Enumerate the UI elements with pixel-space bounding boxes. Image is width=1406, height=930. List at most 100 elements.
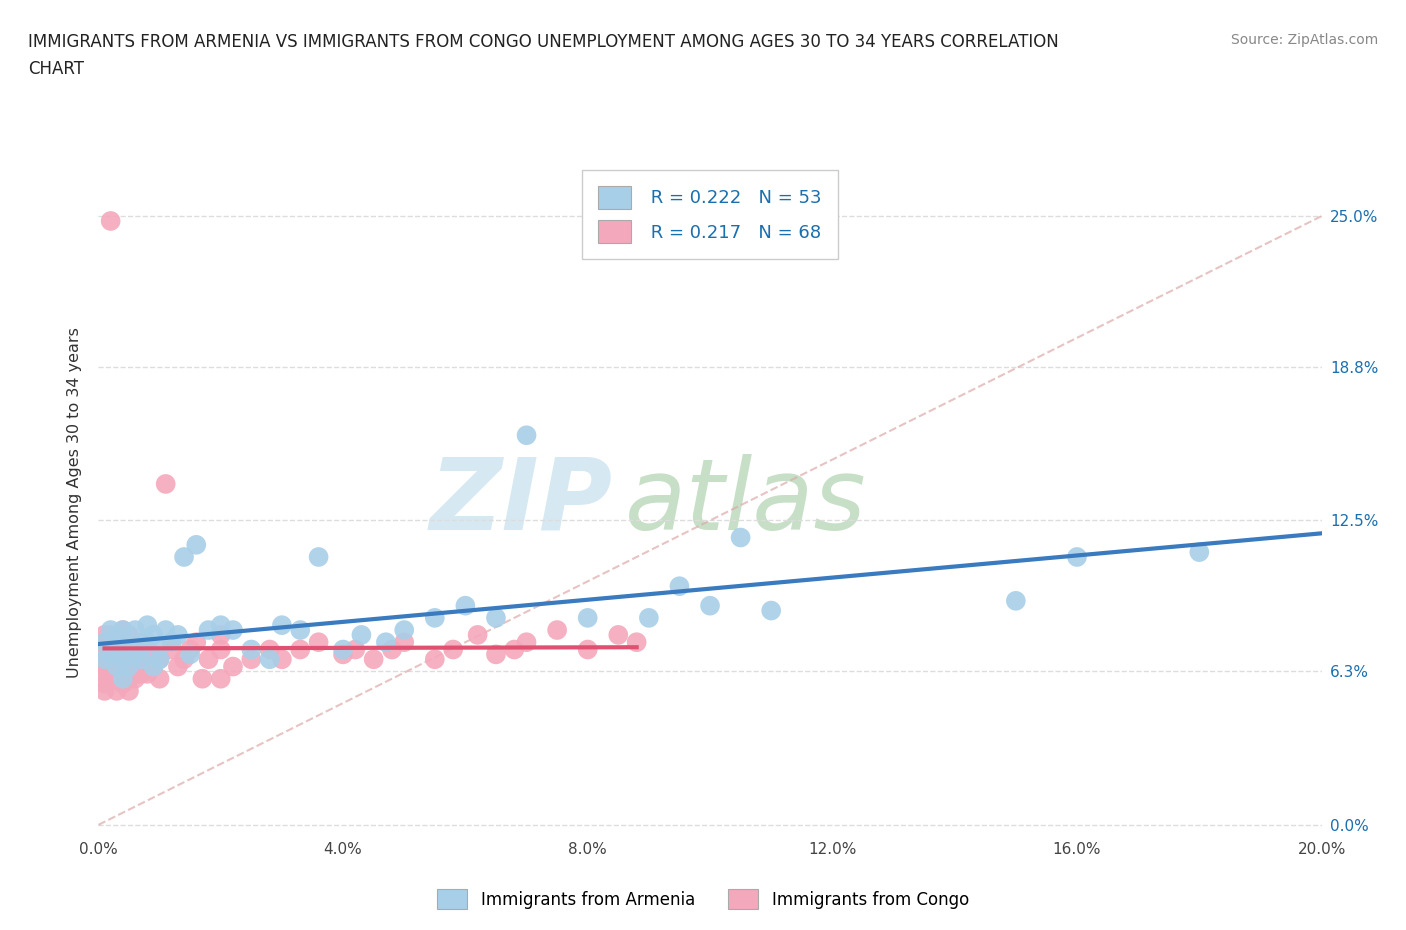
Point [142, 628, 165, 643]
Point [240, 652, 263, 667]
Point [136, 635, 159, 650]
Point [308, 635, 330, 650]
Point [129, 642, 152, 657]
Point [308, 550, 330, 565]
Point [454, 598, 477, 613]
Point [637, 610, 661, 625]
Point [160, 642, 183, 657]
Point [186, 635, 208, 650]
Point [392, 622, 416, 637]
Point [105, 628, 128, 643]
Point [105, 652, 128, 667]
Point [93, 635, 115, 650]
Point [467, 628, 489, 643]
Point [546, 622, 568, 637]
Point [290, 622, 312, 637]
Point [105, 684, 128, 698]
Legend: Immigrants from Armenia, Immigrants from Congo: Immigrants from Armenia, Immigrants from… [429, 881, 977, 917]
Point [136, 667, 159, 682]
Legend:  R = 0.222   N = 53,  R = 0.217   N = 68: R = 0.222 N = 53, R = 0.217 N = 68 [582, 170, 838, 259]
Point [155, 622, 177, 637]
Point [111, 659, 134, 674]
Point [516, 635, 538, 650]
Point [1004, 593, 1026, 608]
Point [100, 642, 122, 657]
Point [179, 642, 201, 657]
Point [105, 667, 128, 682]
Point [344, 642, 367, 657]
Point [105, 635, 128, 650]
Point [576, 610, 599, 625]
Point [129, 652, 152, 667]
Point [155, 476, 177, 491]
Point [111, 676, 134, 691]
Point [423, 652, 446, 667]
Point [105, 659, 128, 674]
Point [350, 628, 373, 643]
Text: atlas: atlas [624, 454, 866, 551]
Text: CHART: CHART [28, 60, 84, 78]
Point [259, 642, 281, 657]
Point [423, 610, 446, 625]
Point [759, 604, 782, 618]
Point [149, 671, 172, 686]
Point [270, 618, 292, 632]
Point [173, 550, 195, 565]
Point [1188, 545, 1211, 560]
Point [118, 684, 141, 698]
Point [136, 618, 159, 632]
Point [93, 676, 115, 691]
Point [259, 652, 281, 667]
Point [111, 622, 134, 637]
Point [191, 671, 214, 686]
Point [485, 610, 508, 625]
Point [93, 684, 115, 698]
Point [129, 652, 152, 667]
Point [100, 652, 122, 667]
Point [332, 642, 354, 657]
Point [100, 214, 122, 229]
Point [516, 428, 538, 443]
Text: ZIP: ZIP [429, 454, 612, 551]
Point [222, 659, 245, 674]
Point [374, 635, 396, 650]
Point [149, 652, 172, 667]
Y-axis label: Unemployment Among Ages 30 to 34 years: Unemployment Among Ages 30 to 34 years [67, 326, 83, 678]
Point [93, 628, 115, 643]
Point [503, 642, 526, 657]
Point [222, 622, 245, 637]
Point [118, 628, 141, 643]
Point [129, 667, 152, 682]
Point [124, 652, 146, 667]
Point [129, 635, 152, 650]
Point [136, 642, 159, 657]
Point [668, 578, 690, 593]
Point [270, 652, 292, 667]
Point [111, 622, 134, 637]
Point [209, 618, 232, 632]
Point [111, 671, 134, 686]
Point [93, 652, 115, 667]
Point [209, 642, 232, 657]
Point [381, 642, 404, 657]
Point [142, 659, 165, 674]
Point [118, 652, 141, 667]
Point [699, 598, 721, 613]
Point [118, 640, 141, 655]
Point [93, 652, 115, 667]
Point [209, 671, 232, 686]
Point [197, 652, 219, 667]
Point [240, 642, 263, 657]
Point [167, 628, 190, 643]
Point [730, 530, 752, 545]
Text: IMMIGRANTS FROM ARMENIA VS IMMIGRANTS FROM CONGO UNEMPLOYMENT AMONG AGES 30 TO 3: IMMIGRANTS FROM ARMENIA VS IMMIGRANTS FR… [28, 33, 1059, 50]
Text: Source: ZipAtlas.com: Source: ZipAtlas.com [1230, 33, 1378, 46]
Point [179, 647, 201, 662]
Point [100, 671, 122, 686]
Point [149, 652, 172, 667]
Point [332, 647, 354, 662]
Point [100, 647, 122, 662]
Point [93, 659, 115, 674]
Point [142, 659, 165, 674]
Point [118, 642, 141, 657]
